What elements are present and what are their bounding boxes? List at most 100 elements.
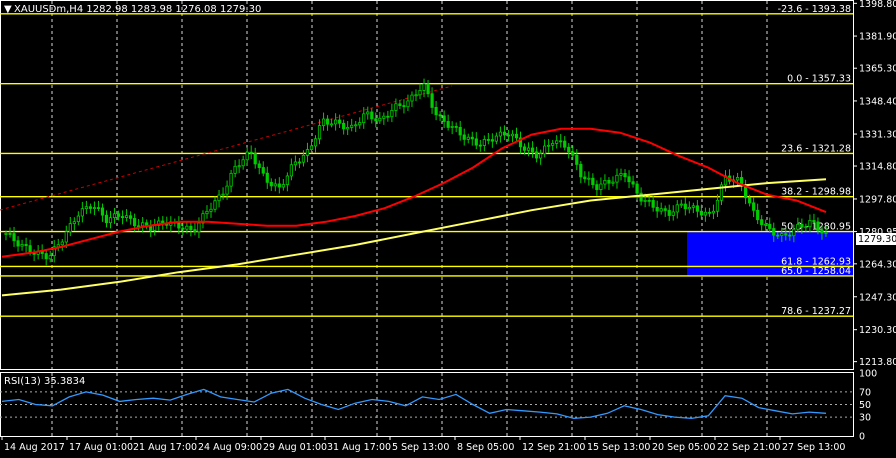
price-tick-label: 1297.80 xyxy=(859,194,896,205)
candle-body xyxy=(707,211,712,214)
candle-body xyxy=(76,215,80,223)
candle-body xyxy=(539,153,543,159)
candle-body xyxy=(281,184,285,188)
candle-body xyxy=(60,241,64,246)
candle-body xyxy=(530,147,535,153)
candle-body xyxy=(434,107,438,116)
candle-body xyxy=(382,115,386,119)
rsi-label: RSI(13) 35.3834 xyxy=(4,376,85,387)
candle-body xyxy=(587,177,591,180)
candle-body xyxy=(213,200,217,210)
candle-body xyxy=(458,126,462,136)
candle-body xyxy=(631,181,635,185)
rsi-axis: 100 70 50 30 0 xyxy=(859,369,877,443)
candle-body xyxy=(482,139,486,146)
candle-body xyxy=(297,161,302,164)
candle-body xyxy=(334,119,338,125)
candle-body xyxy=(185,225,189,230)
candle-body xyxy=(370,111,374,120)
candle-body xyxy=(16,240,20,247)
time-tick-label: 20 Sep 05:00 xyxy=(652,442,715,453)
candles-layer xyxy=(4,78,828,266)
chevron-down-icon[interactable]: ▼ xyxy=(4,4,12,15)
candle-body xyxy=(494,135,498,142)
candle-body xyxy=(241,159,245,167)
candle-body xyxy=(792,228,796,237)
candle-body xyxy=(571,151,575,156)
candle-body xyxy=(124,215,129,218)
candle-body xyxy=(784,233,788,236)
candle-body xyxy=(354,124,358,127)
candle-body xyxy=(651,200,655,208)
candle-body xyxy=(647,199,651,202)
candle-body xyxy=(92,207,97,209)
candle-body xyxy=(257,163,261,168)
price-tick-label: 1314.80 xyxy=(859,162,896,173)
rsi-tick-label: 70 xyxy=(859,387,871,398)
candle-body xyxy=(547,144,551,147)
candle-body xyxy=(534,151,539,159)
candle-body xyxy=(824,232,828,234)
candle-body xyxy=(342,122,346,130)
candle-body xyxy=(679,203,683,206)
candle-body xyxy=(820,229,824,234)
moving-average-fast xyxy=(1,127,827,258)
candle-body xyxy=(450,126,454,128)
candle-body xyxy=(285,175,289,185)
candle-body xyxy=(526,147,531,151)
candle-body xyxy=(225,185,229,195)
candle-body xyxy=(8,233,12,235)
candle-body xyxy=(277,183,281,188)
candle-body xyxy=(627,176,631,183)
rsi-tick-label: 0 xyxy=(859,432,865,443)
candle-body xyxy=(177,221,181,229)
candle-body xyxy=(683,203,687,210)
candle-body xyxy=(667,210,671,216)
candle-body xyxy=(715,199,720,212)
candle-body xyxy=(253,152,257,165)
candle-body xyxy=(490,139,494,142)
candle-body xyxy=(141,222,145,227)
price-tick-label: 1264.30 xyxy=(859,259,896,270)
trend-line xyxy=(0,85,453,211)
candle-body xyxy=(346,127,350,130)
candle-body xyxy=(96,207,101,209)
candle-body xyxy=(756,209,760,221)
candle-body xyxy=(133,218,137,227)
candle-body xyxy=(362,113,366,124)
candle-body xyxy=(796,224,800,230)
candle-body xyxy=(591,177,595,185)
current-price-marker: 1279.30 xyxy=(856,233,896,245)
candle-body xyxy=(181,227,185,230)
candle-body xyxy=(543,145,547,155)
candle-body xyxy=(703,211,708,216)
candle-body xyxy=(301,155,306,163)
candle-body xyxy=(193,229,197,233)
candle-body xyxy=(502,131,507,136)
candle-body xyxy=(249,151,253,154)
candle-body xyxy=(671,211,675,216)
candle-body xyxy=(735,177,740,181)
time-tick-label: 8 Sep 05:00 xyxy=(457,442,514,453)
candle-body xyxy=(100,207,105,216)
candle-body xyxy=(551,143,555,146)
main-chart-frame xyxy=(0,0,854,370)
candle-body xyxy=(313,138,318,147)
candle-body xyxy=(711,210,716,214)
candle-body xyxy=(506,134,511,137)
time-tick-label: 24 Aug 09:00 xyxy=(198,442,262,453)
price-tick-label: 1398.80 xyxy=(859,0,896,10)
time-tick-label: 17 Aug 01:00 xyxy=(69,442,133,453)
candle-body xyxy=(394,103,398,111)
candle-body xyxy=(149,225,153,231)
candle-body xyxy=(321,118,326,126)
time-tick-label: 14 Aug 2017 xyxy=(4,442,65,453)
fib-level-label: 23.6 - 1321.28 xyxy=(781,143,851,154)
fib-level-label: -23.6 - 1393.38 xyxy=(778,4,851,15)
price-tick-label: 1365.30 xyxy=(859,64,896,75)
candle-body xyxy=(595,184,599,190)
candle-body xyxy=(80,208,84,217)
candle-body xyxy=(245,151,249,161)
candle-body xyxy=(462,134,466,140)
candle-body xyxy=(603,180,607,185)
